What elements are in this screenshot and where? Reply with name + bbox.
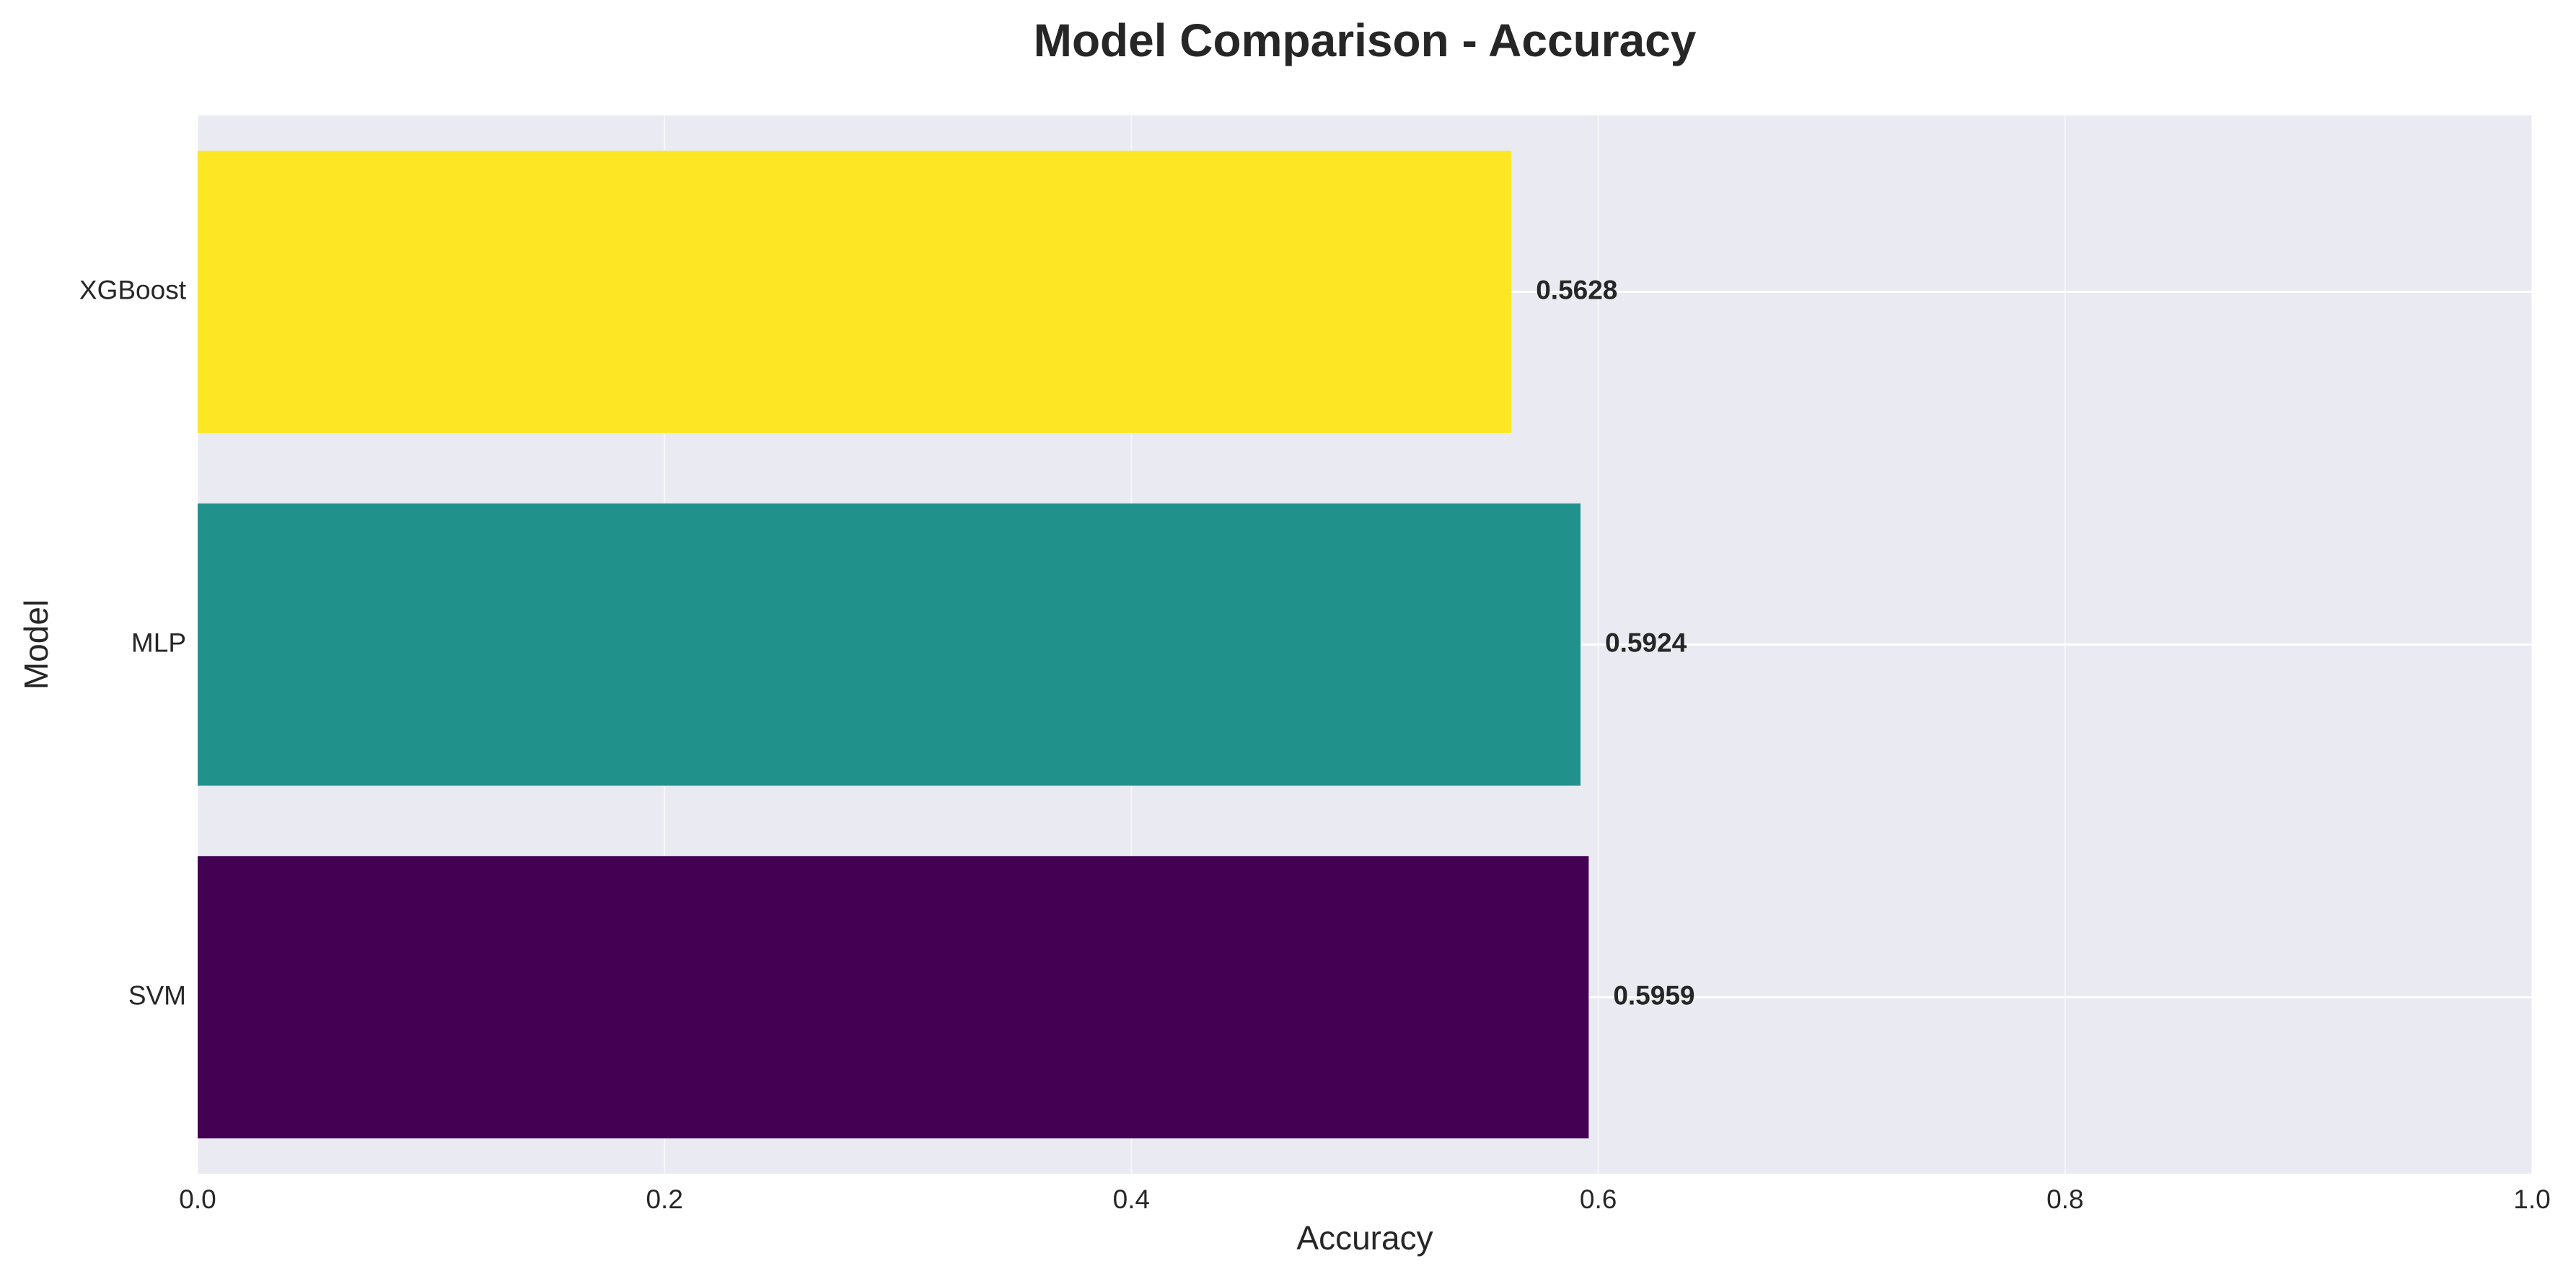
y-tick-label: SVM bbox=[128, 980, 186, 1010]
y-tick-label: XGBoost bbox=[79, 275, 187, 304]
x-tick-label: 0.8 bbox=[2047, 1184, 2083, 1214]
x-tick-labels: 0.0 0.2 0.4 0.6 0.8 1.0 bbox=[179, 1184, 2550, 1214]
y-axis-label: Model bbox=[17, 599, 55, 690]
chart-title: Model Comparison - Accuracy bbox=[1034, 14, 1697, 66]
bar-svm bbox=[198, 856, 1589, 1139]
bars bbox=[198, 150, 1589, 1139]
value-labels: 0.5959 0.5924 0.5628 bbox=[1536, 275, 1694, 1010]
bar-xgboost bbox=[198, 150, 1512, 434]
x-tick-label: 0.2 bbox=[646, 1184, 682, 1214]
bar-value-label: 0.5924 bbox=[1605, 628, 1687, 657]
x-tick-label: 0.4 bbox=[1113, 1184, 1150, 1214]
y-tick-label: MLP bbox=[131, 628, 186, 657]
x-tick-label: 0.6 bbox=[1580, 1184, 1617, 1214]
bar-value-label: 0.5628 bbox=[1536, 275, 1617, 304]
bar-value-label: 0.5959 bbox=[1613, 980, 1694, 1010]
x-tick-label: 0.0 bbox=[179, 1184, 216, 1214]
x-axis-label: Accuracy bbox=[1296, 1219, 1433, 1257]
y-tick-labels: SVM MLP XGBoost bbox=[79, 275, 187, 1010]
bar-mlp bbox=[198, 503, 1581, 786]
x-tick-label: 1.0 bbox=[2513, 1184, 2550, 1214]
